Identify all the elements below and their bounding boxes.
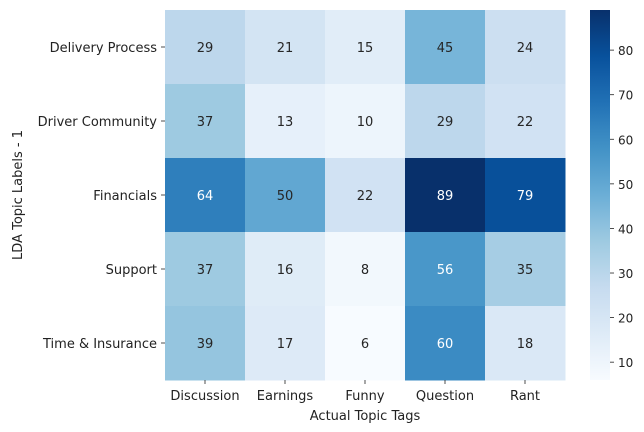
heatmap-cell [485,84,566,159]
heatmap-cell [405,84,486,159]
y-tick-label: Time & Insurance [42,337,157,352]
heatmap-cell [245,10,326,85]
colorbar-tick-label: 30 [618,267,633,281]
heatmap-cell [325,84,406,159]
cell-value-label: 37 [197,115,214,130]
cell-value-label: 56 [437,263,454,278]
heatmap-cell [245,158,326,233]
heatmap-cell [325,158,406,233]
cell-value-label: 35 [517,263,534,278]
y-tick-label: Financials [93,189,157,204]
heatmap-cell [245,84,326,159]
cell-value-label: 22 [357,189,374,204]
x-axis-label: Actual Topic Tags [310,409,421,424]
colorbar-tick-label: 20 [618,312,633,326]
heatmap-cell [405,158,486,233]
cell-value-label: 6 [361,337,369,352]
cell-value-label: 29 [437,115,454,130]
heatmap-cell [325,10,406,85]
y-tick-label: Delivery Process [50,41,158,56]
colorbar-tick-label: 40 [618,222,633,236]
cell-value-label: 15 [357,41,374,56]
cell-value-label: 13 [277,115,294,130]
cell-value-label: 10 [357,115,374,130]
heatmap-cell [325,232,406,307]
y-axis-ticks: Delivery Process Driver Community Financia… [38,41,165,352]
x-tick-label: Funny [345,389,384,404]
cell-value-label: 64 [197,189,214,204]
colorbar: 10 20 30 40 50 60 70 80 [590,10,633,380]
cell-value-label: 79 [517,189,534,204]
heatmap-cell [165,306,246,381]
heatmap-cell [485,232,566,307]
x-tick-label: Question [416,389,474,404]
heatmap-cell [245,232,326,307]
y-tick-label: Support [106,263,157,278]
heatmap-cell [405,10,486,85]
heatmap-cell [165,84,246,159]
heatmap-cell [165,10,246,85]
cell-value-label: 21 [277,41,294,56]
cell-value-label: 50 [277,189,294,204]
heatmap-cell [405,232,486,307]
y-axis-label: LDA Topic Labels - 1 [11,130,26,260]
colorbar-gradient [590,10,610,380]
cell-value-label: 17 [277,337,294,352]
heatmap-cell [165,232,246,307]
heatmap-cells: 29 21 15 45 24 37 13 10 29 22 64 50 22 89 79 37 16 8 56 35 3… [165,10,566,381]
cell-value-label: 8 [361,263,369,278]
colorbar-tick-label: 70 [618,89,633,103]
cell-value-label: 22 [517,115,534,130]
cell-value-label: 89 [437,189,454,204]
colorbar-tick-label: 80 [618,44,633,58]
colorbar-tick-label: 10 [618,356,633,370]
colorbar-tick-label: 60 [618,133,633,147]
heatmap-cell [485,10,566,85]
cell-value-label: 60 [437,337,454,352]
x-tick-label: Earnings [257,389,314,404]
heatmap-cell [405,306,486,381]
heatmap-cell [325,306,406,381]
cell-value-label: 45 [437,41,454,56]
cell-value-label: 18 [517,337,534,352]
cell-value-label: 16 [277,263,294,278]
heatmap-cell [485,306,566,381]
x-axis-ticks: Discussion Earnings Funny Question Rant [170,380,540,404]
cell-value-label: 24 [517,41,534,56]
heatmap-cell [245,306,326,381]
cell-value-label: 39 [197,337,214,352]
cell-value-label: 37 [197,263,214,278]
heatmap-cell [485,158,566,233]
cell-value-label: 29 [197,41,214,56]
x-tick-label: Discussion [170,389,239,404]
colorbar-tick-label: 50 [618,178,633,192]
y-tick-label: Driver Community [38,115,158,130]
x-tick-label: Rant [510,389,540,404]
heatmap-cell [165,158,246,233]
